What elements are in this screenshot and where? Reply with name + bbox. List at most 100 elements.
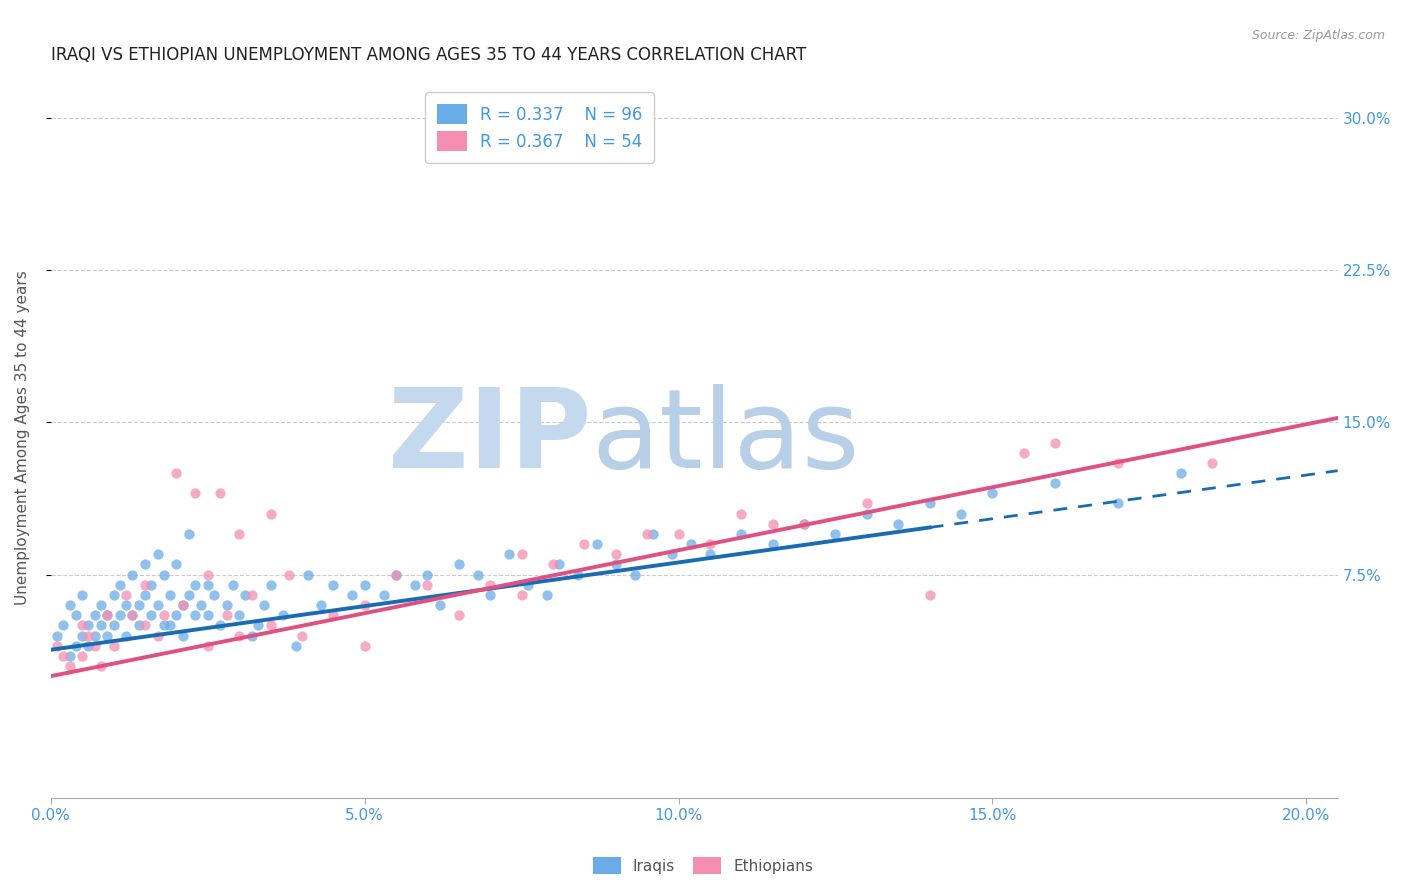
- Point: [77, 628, 100, 642]
- Point: [322, 608, 344, 623]
- Point: [730, 507, 752, 521]
- Point: [197, 578, 219, 592]
- Point: [510, 588, 533, 602]
- Point: [77, 639, 100, 653]
- Point: [404, 578, 426, 592]
- Point: [681, 537, 703, 551]
- Point: [416, 578, 439, 592]
- Point: [385, 567, 408, 582]
- Point: [177, 588, 200, 602]
- Text: atlas: atlas: [592, 384, 860, 491]
- Point: [159, 588, 181, 602]
- Point: [297, 567, 319, 582]
- Point: [240, 588, 263, 602]
- Text: ZIP: ZIP: [388, 384, 592, 491]
- Point: [121, 608, 143, 623]
- Point: [605, 547, 627, 561]
- Point: [70, 588, 93, 602]
- Point: [447, 558, 470, 572]
- Point: [762, 537, 785, 551]
- Point: [190, 598, 212, 612]
- Point: [146, 547, 169, 561]
- Point: [96, 608, 118, 623]
- Point: [153, 608, 176, 623]
- Point: [153, 567, 176, 582]
- Point: [762, 516, 785, 531]
- Point: [202, 588, 225, 602]
- Point: [309, 598, 332, 612]
- Point: [46, 628, 69, 642]
- Point: [146, 598, 169, 612]
- Point: [661, 547, 683, 561]
- Point: [121, 608, 143, 623]
- Point: [793, 516, 815, 531]
- Point: [65, 639, 87, 653]
- Point: [340, 588, 363, 602]
- Point: [586, 537, 609, 551]
- Point: [385, 567, 408, 582]
- Point: [699, 537, 721, 551]
- Point: [134, 578, 156, 592]
- Point: [59, 659, 82, 673]
- Point: [253, 598, 276, 612]
- Point: [70, 618, 93, 632]
- Point: [353, 578, 375, 592]
- Point: [699, 547, 721, 561]
- Point: [479, 578, 502, 592]
- Point: [90, 598, 112, 612]
- Point: [52, 618, 75, 632]
- Point: [1107, 456, 1129, 470]
- Point: [108, 608, 131, 623]
- Point: [887, 516, 910, 531]
- Point: [240, 628, 263, 642]
- Point: [134, 558, 156, 572]
- Point: [165, 608, 187, 623]
- Point: [291, 628, 314, 642]
- Point: [429, 598, 451, 612]
- Point: [235, 588, 257, 602]
- Point: [605, 558, 627, 572]
- Point: [141, 608, 163, 623]
- Point: [353, 598, 375, 612]
- Legend: R = 0.337    N = 96, R = 0.367    N = 54: R = 0.337 N = 96, R = 0.367 N = 54: [425, 93, 654, 163]
- Point: [83, 608, 105, 623]
- Point: [981, 486, 1004, 500]
- Point: [1043, 435, 1066, 450]
- Point: [856, 496, 879, 510]
- Point: [447, 608, 470, 623]
- Point: [793, 516, 815, 531]
- Point: [172, 598, 194, 612]
- Point: [636, 527, 658, 541]
- Point: [103, 639, 125, 653]
- Point: [479, 588, 502, 602]
- Point: [197, 608, 219, 623]
- Point: [59, 648, 82, 663]
- Point: [1043, 476, 1066, 491]
- Point: [373, 588, 395, 602]
- Point: [115, 588, 138, 602]
- Point: [90, 659, 112, 673]
- Point: [184, 486, 207, 500]
- Point: [259, 507, 281, 521]
- Point: [856, 507, 879, 521]
- Point: [96, 608, 118, 623]
- Point: [574, 537, 596, 551]
- Point: [541, 558, 564, 572]
- Point: [222, 578, 245, 592]
- Point: [215, 598, 238, 612]
- Point: [228, 608, 250, 623]
- Point: [103, 588, 125, 602]
- Point: [278, 567, 301, 582]
- Point: [510, 547, 533, 561]
- Point: [918, 588, 941, 602]
- Point: [172, 598, 194, 612]
- Point: [730, 527, 752, 541]
- Point: [70, 628, 93, 642]
- Text: IRAQI VS ETHIOPIAN UNEMPLOYMENT AMONG AGES 35 TO 44 YEARS CORRELATION CHART: IRAQI VS ETHIOPIAN UNEMPLOYMENT AMONG AG…: [51, 46, 806, 64]
- Point: [246, 618, 269, 632]
- Point: [90, 618, 112, 632]
- Point: [172, 628, 194, 642]
- Point: [1201, 456, 1223, 470]
- Point: [121, 567, 143, 582]
- Point: [141, 578, 163, 592]
